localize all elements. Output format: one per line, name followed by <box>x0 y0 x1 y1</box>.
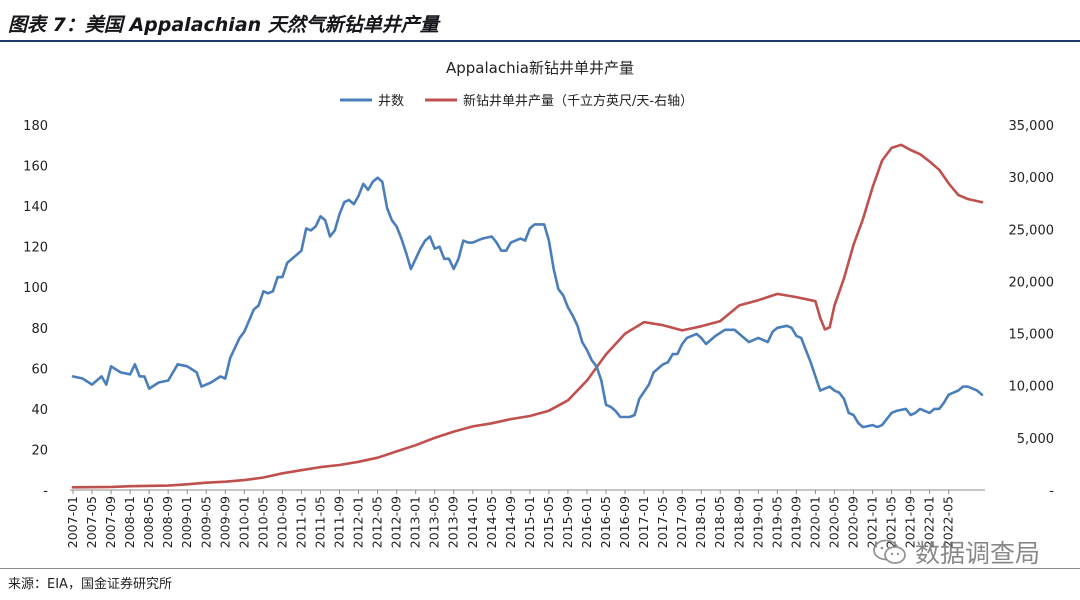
y-left-tick-label: 80 <box>31 322 48 337</box>
y-left-tick-label: 160 <box>23 160 48 175</box>
x-tick-label: 2020-05 <box>826 496 841 548</box>
x-tick-label: 2013-09 <box>446 496 461 548</box>
x-tick-label: 2020-09 <box>846 496 861 548</box>
x-tick-label: 2014-09 <box>503 496 518 548</box>
x-tick-label: 2012-05 <box>370 496 385 548</box>
x-tick-label: 2011-01 <box>293 496 308 548</box>
y-right-tick-label: 5,000 <box>1017 432 1054 447</box>
x-tick-label: 2009-09 <box>217 496 232 548</box>
x-tick-label: 2016-01 <box>579 496 594 548</box>
y-left-tick-label: - <box>43 484 48 499</box>
x-tick-label: 2019-05 <box>769 496 784 548</box>
watermark-text: 数据调查局 <box>914 539 1040 568</box>
y-left-tick-label: 60 <box>31 362 48 377</box>
y-left-tick-label: 180 <box>23 119 48 134</box>
x-tick-label: 2014-05 <box>484 496 499 548</box>
x-tick-label: 2008-01 <box>122 496 137 548</box>
x-tick-label: 2019-09 <box>788 496 803 548</box>
y-right-tick-label: 25,000 <box>1009 223 1055 238</box>
legend-label-production: 新钻井单井产量（千立方英尺/天-右轴） <box>463 93 693 109</box>
watermark: 数据调查局 <box>873 534 1040 570</box>
x-tick-label: 2011-09 <box>332 496 347 548</box>
x-tick-label: 2012-09 <box>389 496 404 548</box>
series-line-production <box>71 143 984 489</box>
y-left-tick-label: 100 <box>23 281 48 296</box>
y-right-tick-label: 20,000 <box>1009 275 1055 290</box>
wechat-logo-icon <box>873 539 906 564</box>
x-tick-label: 2019-01 <box>750 496 765 548</box>
series-line-wells <box>71 176 984 429</box>
y-left-tick-label: 120 <box>23 241 48 256</box>
chart-frame: Appalachia新钻井单井产量井数 新钻井单井产量（千立方英尺/天-右轴） - 2… <box>0 43 1080 569</box>
x-tick-label: 2018-09 <box>731 496 746 548</box>
y-right-tick-label: 15,000 <box>1009 328 1055 343</box>
title-divider <box>0 40 1080 42</box>
x-tick-label: 2011-05 <box>312 496 327 548</box>
figure-title: 图表 7：美国 Appalachian 天然气新钻单井产量 <box>8 14 439 36</box>
y-left-tick-label: 140 <box>23 200 48 215</box>
x-tick-label: 2015-09 <box>560 496 575 548</box>
x-tick-label: 2021-01 <box>865 496 880 548</box>
x-tick-label: 2007-01 <box>65 496 80 548</box>
x-tick-label: 2008-09 <box>160 496 175 548</box>
y-right-tick-label: 10,000 <box>1009 380 1055 395</box>
y-right-tick-label: 30,000 <box>1009 171 1055 186</box>
x-tick-label: 2018-05 <box>712 496 727 548</box>
legend-label-wells: 井数 <box>378 94 404 109</box>
source-note: 来源：EIA，国金证券研究所 <box>8 577 172 592</box>
x-tick-label: 2014-01 <box>465 496 480 548</box>
x-tick-label: 2013-05 <box>427 496 442 548</box>
x-tick-label: 2017-01 <box>636 496 651 548</box>
x-tick-label: 2017-05 <box>655 496 670 548</box>
y-left-tick-label: 40 <box>31 403 48 418</box>
x-tick-label: 2009-05 <box>198 496 213 548</box>
x-tick-label: 2016-05 <box>598 496 613 548</box>
y-right-tick-label: 35,000 <box>1009 119 1055 134</box>
x-tick-label: 2008-05 <box>141 496 156 548</box>
x-tick-label: 2010-09 <box>274 496 289 548</box>
x-tick-label: 2017-09 <box>674 496 689 548</box>
x-tick-label: 2021-05 <box>884 496 899 548</box>
x-tick-label: 2015-01 <box>522 496 537 548</box>
x-tick-label: 2009-01 <box>179 496 194 548</box>
y-right-tick-label: - <box>1049 484 1054 499</box>
chart-title: Appalachia新钻井单井产量 <box>446 59 634 77</box>
x-tick-label: 2010-05 <box>255 496 270 548</box>
x-tick-label: 2021-09 <box>903 496 918 548</box>
x-tick-label: 2020-01 <box>807 496 822 548</box>
x-tick-label: 2010-01 <box>236 496 251 548</box>
x-tick-label: 2013-01 <box>408 496 423 548</box>
x-tick-label: 2016-09 <box>617 496 632 548</box>
x-tick-label: 2018-01 <box>693 496 708 548</box>
x-tick-label: 2022-05 <box>941 496 956 548</box>
x-tick-label: 2007-05 <box>84 496 99 548</box>
x-tick-label: 2007-09 <box>103 496 118 548</box>
x-tick-label: 2022-01 <box>922 496 937 548</box>
x-tick-label: 2012-01 <box>351 496 366 548</box>
y-left-tick-label: 20 <box>31 443 48 458</box>
x-tick-label: 2015-05 <box>541 496 556 548</box>
